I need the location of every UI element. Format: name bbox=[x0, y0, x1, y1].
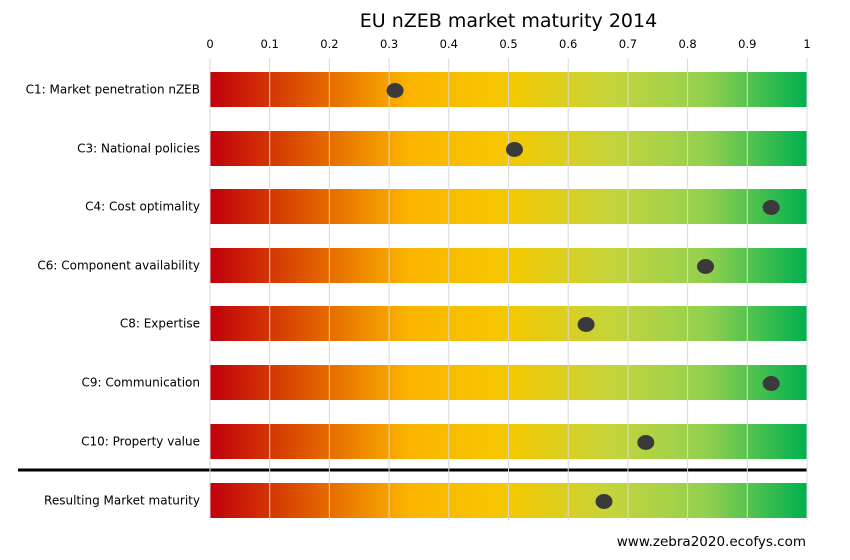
row-label: C4: Cost optimality bbox=[85, 200, 200, 214]
x-tick-label: 0.6 bbox=[559, 37, 577, 51]
grid-layer bbox=[209, 58, 808, 520]
x-tick-label: 0.2 bbox=[320, 37, 338, 51]
marker-3 bbox=[697, 259, 715, 274]
row-label: C10: Property value bbox=[81, 435, 200, 449]
row-labels: C1: Market penetration nZEB C3: National … bbox=[26, 83, 200, 508]
row-label: C8: Expertise bbox=[120, 317, 200, 331]
marker-0 bbox=[386, 83, 404, 98]
x-tick-label: 0.5 bbox=[499, 37, 517, 51]
x-tick-label: 0.4 bbox=[440, 37, 458, 51]
x-tick-label: 0.3 bbox=[380, 37, 398, 51]
marker-1 bbox=[505, 142, 523, 157]
marker-4 bbox=[577, 317, 595, 332]
x-tick-label: 1 bbox=[803, 37, 810, 51]
x-tick-label: 0.9 bbox=[738, 37, 756, 51]
row-label: C9: Communication bbox=[82, 376, 200, 390]
row-label: C1: Market penetration nZEB bbox=[26, 83, 200, 97]
row-label: C6: Component availability bbox=[37, 259, 200, 273]
marker-6 bbox=[637, 435, 655, 450]
x-tick-label: 0.7 bbox=[619, 37, 637, 51]
marker-5 bbox=[762, 376, 780, 391]
chart-title: EU nZEB market maturity 2014 bbox=[359, 10, 658, 32]
row-label: C3: National policies bbox=[77, 142, 200, 156]
row-label: Resulting Market maturity bbox=[44, 494, 200, 508]
x-tick-label: 0.8 bbox=[678, 37, 696, 51]
x-tick-label: 0 bbox=[206, 37, 213, 51]
x-axis-ticks: 0 0.1 0.2 0.3 0.4 0.5 0.6 0.7 0.8 0.9 1 bbox=[206, 37, 810, 51]
source-url: www.zebra2020.ecofys.com bbox=[616, 534, 806, 550]
x-tick-label: 0.1 bbox=[261, 37, 279, 51]
marker-2 bbox=[762, 200, 780, 215]
markers-layer bbox=[386, 83, 780, 509]
bars-layer bbox=[18, 72, 807, 518]
marker-7 bbox=[595, 494, 613, 509]
